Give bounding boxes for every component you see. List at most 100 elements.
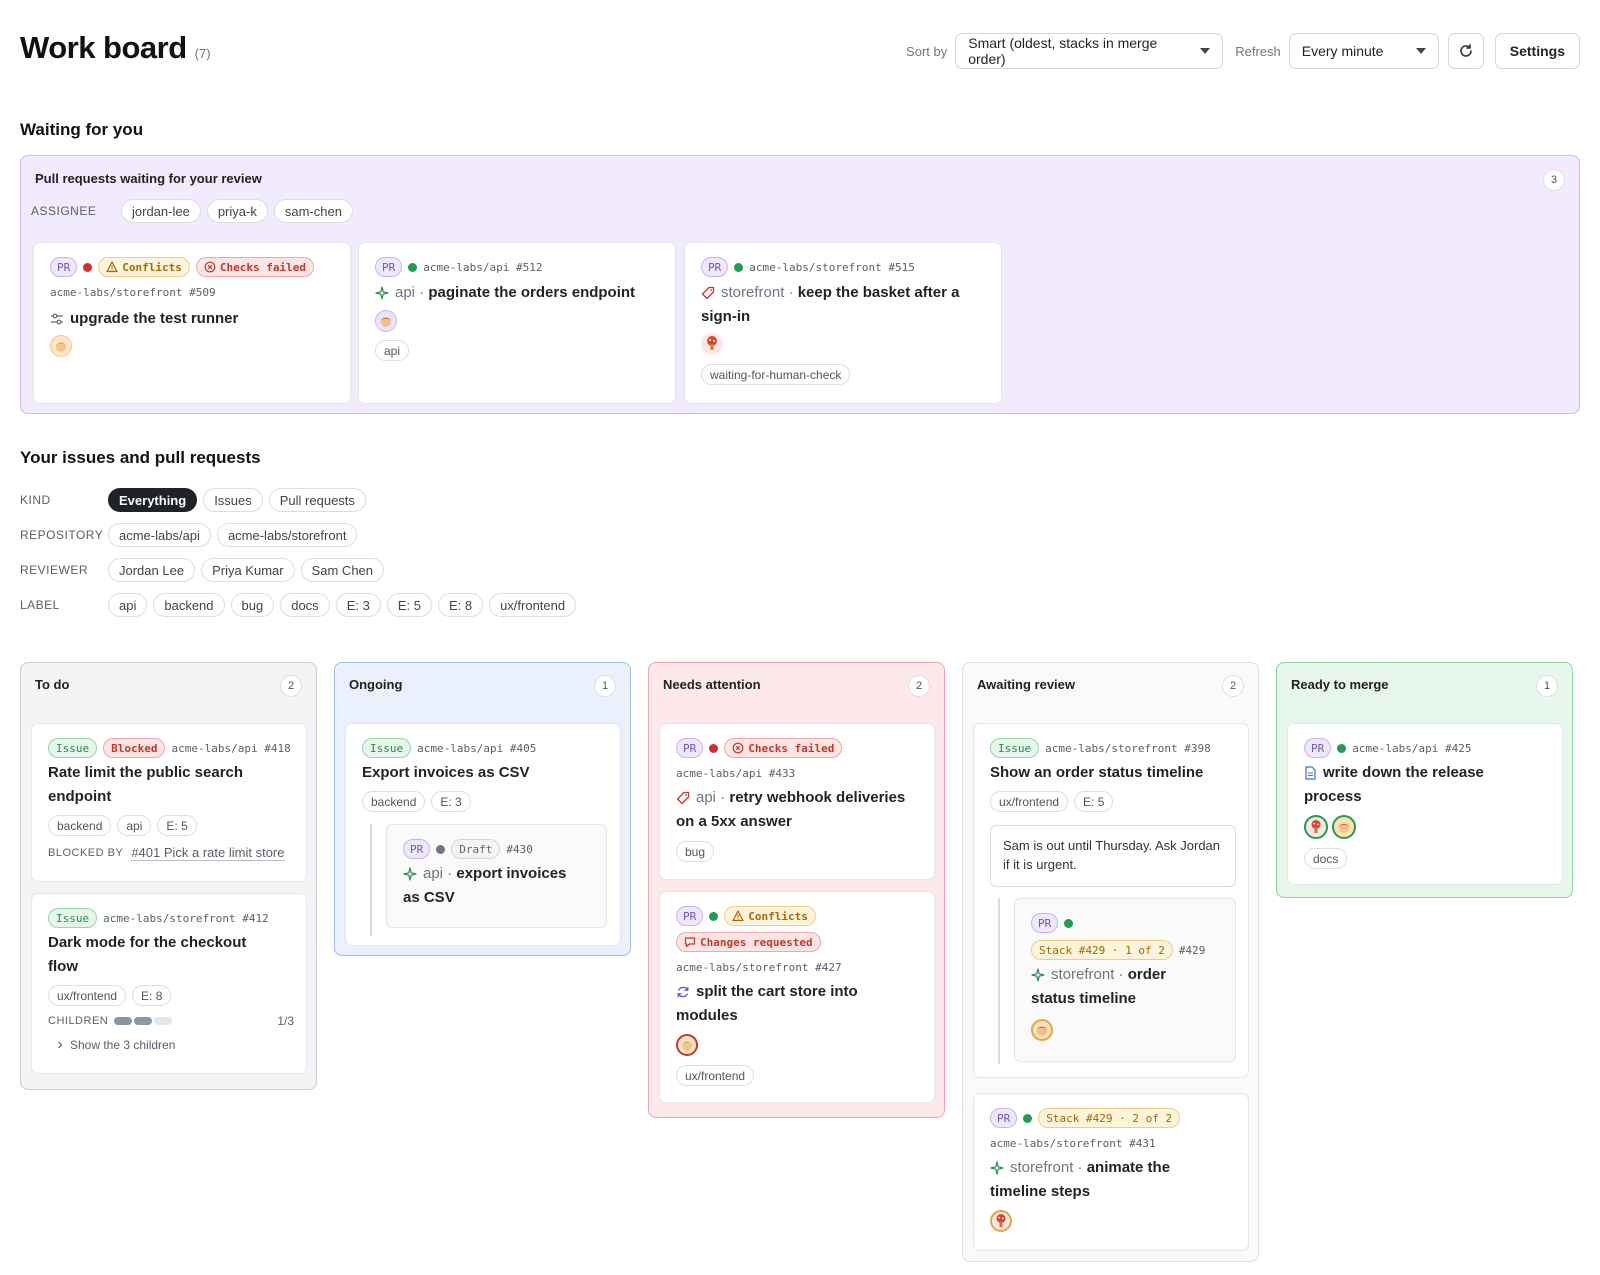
assignee-chip[interactable]: jordan-lee [121, 199, 201, 223]
blocked-by-link[interactable]: #401 Pick a rate limit store [131, 845, 285, 861]
card-title[interactable]: upgrade the test runner [50, 307, 238, 331]
sparkle-icon [375, 286, 389, 300]
assignee-label: ASSIGNEE [31, 204, 97, 218]
pr-card[interactable]: PR Stack #429 · 2 of 2 acme-labs/storefr… [973, 1093, 1249, 1251]
conflicts-badge: Conflicts [724, 906, 816, 926]
show-children-toggle[interactable]: Show the 3 children [56, 1038, 175, 1052]
label-chip[interactable]: waiting-for-human-check [701, 364, 851, 385]
reviewer-chip[interactable]: Priya Kumar [201, 558, 295, 582]
stack-badge: Stack #429 · 1 of 2 [1031, 940, 1173, 960]
label-label: LABEL [20, 598, 60, 612]
linked-pr-card[interactable]: PR Draft #430 api · export invoices as C… [386, 824, 607, 928]
repo-ref: acme-labs/api #405 [417, 741, 537, 755]
label-chip[interactable]: api [108, 593, 148, 617]
card-title[interactable]: api · retry webhook deliveries on a 5xx … [676, 789, 906, 830]
review-card[interactable]: PR Conflicts Checks failed acme-labs/sto… [33, 242, 351, 404]
label-chip[interactable]: backend [48, 815, 112, 836]
pr-badge: PR [676, 738, 704, 758]
assignee-chip[interactable]: priya-k [206, 199, 268, 223]
card-title[interactable]: api · paginate the orders endpoint [375, 281, 635, 305]
card-title[interactable]: Dark mode for the checkout flow [48, 934, 247, 975]
issue-card[interactable]: Issue acme-labs/api #405 Export invoices… [345, 723, 621, 946]
stack-badge: Stack #429 · 2 of 2 [1038, 1108, 1181, 1128]
card-title[interactable]: storefront · keep the basket after a sig… [701, 284, 960, 325]
page-title: Work board [20, 30, 187, 65]
label-chip[interactable]: E: 3 [431, 791, 471, 812]
label-chip[interactable]: E: 5 [1074, 791, 1114, 812]
label-chip[interactable]: E: 5 [386, 593, 432, 617]
label-chip[interactable]: backend [362, 791, 426, 812]
issue-card[interactable]: Issue acme-labs/storefront #398 Show an … [973, 723, 1249, 1078]
card-title[interactable]: storefront · order status timeline [1031, 966, 1167, 1007]
tag-icon [701, 286, 715, 300]
status-dot [1064, 918, 1074, 928]
kind-chip-pull-requests[interactable]: Pull requests [268, 488, 366, 512]
pr-number: #430 [506, 842, 533, 856]
card-title[interactable]: split the cart store into modules [676, 983, 858, 1024]
refresh-select[interactable]: Every minute [1288, 33, 1439, 69]
avatar [375, 310, 397, 332]
column-ready-to-merge: Ready to merge 1 PR acme-labs/api #425 w… [1276, 662, 1573, 898]
pr-card[interactable]: PR Conflicts Changes requested acme-labs… [659, 891, 935, 1103]
card-title[interactable]: write down the release process [1304, 764, 1484, 805]
avatar [50, 335, 72, 357]
repo-ref: acme-labs/storefront #427 [676, 961, 842, 974]
reviewer-chip[interactable]: Jordan Lee [108, 558, 196, 582]
settings-button[interactable]: Settings [1494, 33, 1580, 69]
label-chip[interactable]: bug [676, 841, 715, 862]
label-chip[interactable]: api [375, 340, 410, 361]
issue-badge: Issue [48, 908, 98, 928]
sparkle-icon [1031, 968, 1045, 982]
linked-pr-card[interactable]: PR Stack #429 · 1 of 2 #429 storefront ·… [1014, 898, 1236, 1062]
card-title[interactable]: Export invoices as CSV [362, 764, 530, 781]
label-chip[interactable]: api [117, 815, 152, 836]
label-chip[interactable]: ux/frontend [489, 593, 577, 617]
label-chip[interactable]: backend [153, 593, 225, 617]
repository-chip[interactable]: acme-labs/api [108, 523, 211, 547]
card-title[interactable]: api · export invoices as CSV [403, 865, 567, 906]
pr-card[interactable]: PR acme-labs/api #425 write down the rel… [1287, 723, 1563, 885]
sort-select[interactable]: Smart (oldest, stacks in merge order) [955, 33, 1224, 69]
label-chip[interactable]: E: 3 [335, 593, 381, 617]
card-title[interactable]: Rate limit the public search endpoint [48, 764, 244, 805]
pr-badge: PR [1031, 913, 1059, 933]
review-card[interactable]: PR acme-labs/storefront #515 storefront … [684, 242, 1002, 404]
panel-count: 3 [1543, 169, 1565, 191]
refresh-button[interactable] [1447, 33, 1484, 69]
label-chip[interactable]: E: 5 [157, 815, 197, 836]
blocked-by-label: BLOCKED BY [48, 847, 124, 859]
kind-chip-everything[interactable]: Everything [108, 488, 198, 512]
label-chip[interactable]: ux/frontend [676, 1065, 755, 1086]
reviewer-chip[interactable]: Sam Chen [300, 558, 385, 582]
issue-badge: Issue [362, 738, 412, 758]
assignee-chip[interactable]: sam-chen [273, 199, 353, 223]
label-chip[interactable]: docs [280, 593, 330, 617]
label-chip[interactable]: docs [1304, 848, 1348, 869]
pr-badge: PR [676, 906, 704, 926]
label-chip[interactable]: bug [230, 593, 275, 617]
status-dot [734, 262, 744, 272]
conflicts-badge: Conflicts [98, 257, 190, 277]
label-chip[interactable]: E: 8 [437, 593, 484, 617]
checks-failed-badge: Checks failed [195, 257, 314, 277]
card-title[interactable]: Show an order status timeline [990, 764, 1204, 781]
issue-card[interactable]: Issue acme-labs/storefront #412 Dark mod… [31, 893, 307, 1074]
section-title-waiting: Waiting for you [20, 120, 144, 139]
label-chip[interactable]: ux/frontend [990, 791, 1069, 812]
refresh-icon [1460, 44, 1472, 57]
changes-requested-badge: Changes requested [676, 932, 821, 952]
pr-badge: PR [403, 839, 431, 859]
card-title[interactable]: storefront · animate the timeline steps [990, 1159, 1171, 1200]
label-chip[interactable]: E: 8 [132, 985, 172, 1006]
pr-card[interactable]: PR Checks failed acme-labs/api #433 api … [659, 723, 935, 880]
label-chip[interactable]: ux/frontend [48, 985, 127, 1006]
repo-ref: acme-labs/storefront #509 [50, 286, 216, 299]
avatar [1031, 1019, 1053, 1041]
repository-chip[interactable]: acme-labs/storefront [216, 523, 358, 547]
issue-card[interactable]: Issue Blocked acme-labs/api #418 Rate li… [31, 723, 307, 882]
review-card[interactable]: PR acme-labs/api #512 api · paginate the… [358, 242, 676, 404]
panel-title: Pull requests waiting for your review [35, 171, 262, 186]
column-title: To do [35, 677, 70, 692]
issue-badge: Issue [990, 738, 1040, 758]
kind-chip-issues[interactable]: Issues [203, 488, 263, 512]
